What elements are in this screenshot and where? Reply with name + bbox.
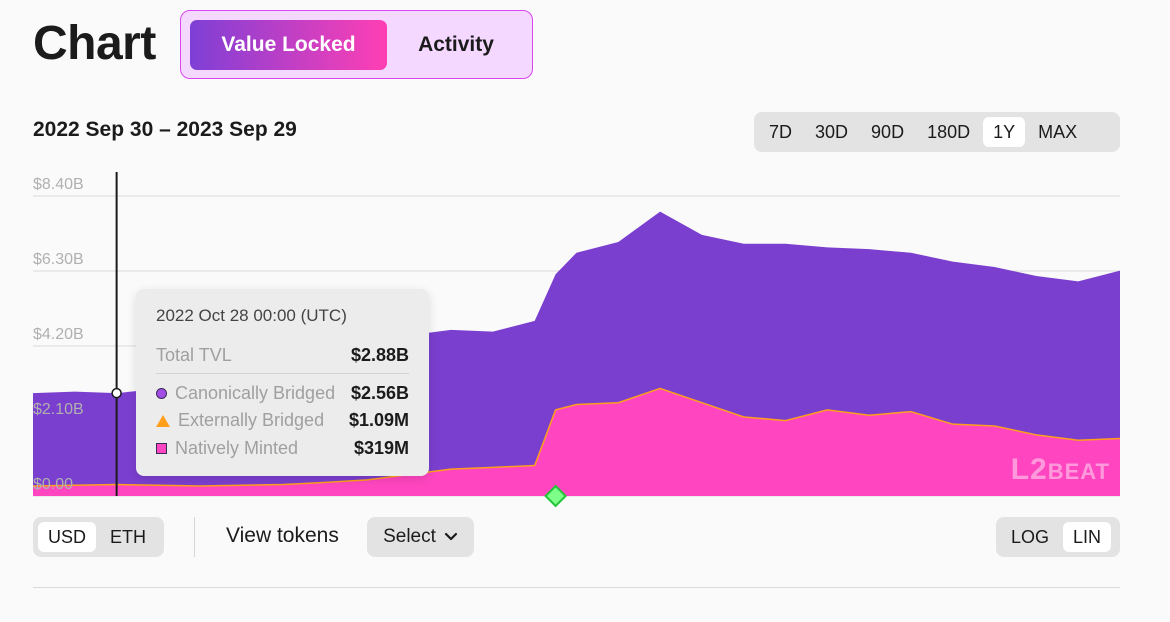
chart-tooltip: 2022 Oct 28 00:00 (UTC) Total TVL $2.88B… (136, 289, 429, 476)
view-toggle: Value Locked Activity (180, 10, 533, 79)
y-tick-label: $2.10B (33, 401, 84, 418)
y-tick-label: $8.40B (33, 176, 84, 193)
range-180d-button[interactable]: 180D (927, 121, 971, 142)
tooltip-external-row: Externally Bridged $1.09M (156, 410, 409, 431)
tooltip-canonical-value: $2.56B (350, 383, 409, 403)
tooltip-canonical-row: Canonically Bridged $2.56B (156, 383, 409, 404)
square-marker-icon (156, 443, 167, 454)
l2beat-watermark: L2BEAT (1010, 453, 1110, 486)
page-title: Chart (33, 17, 156, 70)
chevron-down-icon (444, 526, 458, 548)
natively-minted-area (33, 388, 1120, 496)
tooltip-date: 2022 Oct 28 00:00 (UTC) (156, 306, 347, 325)
eth-button[interactable]: ETH (110, 526, 147, 547)
usd-button[interactable]: USD (38, 522, 97, 552)
range-1y-button[interactable]: 1Y (983, 117, 1026, 147)
tooltip-native-row: Natively Minted $319M (156, 438, 409, 459)
tooltip-total-label: Total TVL (156, 345, 232, 365)
tooltip-divider (156, 373, 409, 374)
y-tick-label: $4.20B (33, 326, 84, 343)
log-scale-button[interactable]: LOG (1011, 526, 1050, 547)
event-marker-icon (544, 484, 568, 508)
token-select-label: Select (383, 526, 436, 547)
tooltip-external-label: Externally Bridged (178, 410, 325, 430)
range-90d-button[interactable]: 90D (871, 121, 905, 142)
tooltip-native-label: Natively Minted (175, 438, 299, 458)
triangle-marker-icon (156, 414, 170, 427)
divider (194, 517, 195, 557)
lin-scale-button[interactable]: LIN (1063, 522, 1112, 552)
tooltip-native-value: $319M (353, 438, 409, 458)
tooltip-total-value: $2.88B (350, 345, 409, 365)
range-max-button[interactable]: MAX (1038, 121, 1078, 142)
value-locked-tab[interactable]: Value Locked (190, 20, 387, 70)
tooltip-external-value: $1.09M (348, 410, 409, 430)
range-7d-button[interactable]: 7D (769, 121, 793, 142)
range-selector: 7D 30D 90D 180D 1Y MAX (754, 112, 1120, 152)
y-tick-label: $0.00 (33, 476, 73, 493)
currency-selector: USD ETH (33, 517, 164, 557)
tooltip-total-row: Total TVL $2.88B (156, 345, 409, 366)
bottom-divider (33, 587, 1120, 588)
view-tokens-label: View tokens (226, 524, 339, 547)
range-30d-button[interactable]: 30D (815, 121, 849, 142)
token-select[interactable]: Select (367, 517, 474, 557)
tooltip-canonical-label: Canonically Bridged (175, 383, 336, 403)
date-range: 2022 Sep 30 – 2023 Sep 29 (33, 118, 297, 141)
activity-tab[interactable]: Activity (418, 33, 494, 56)
externally-bridged-line (32, 387, 1121, 487)
y-tick-label: $6.30B (33, 251, 84, 268)
scale-selector: LOG LIN (996, 517, 1120, 557)
hover-point (111, 387, 122, 399)
circle-marker-icon (156, 388, 167, 399)
